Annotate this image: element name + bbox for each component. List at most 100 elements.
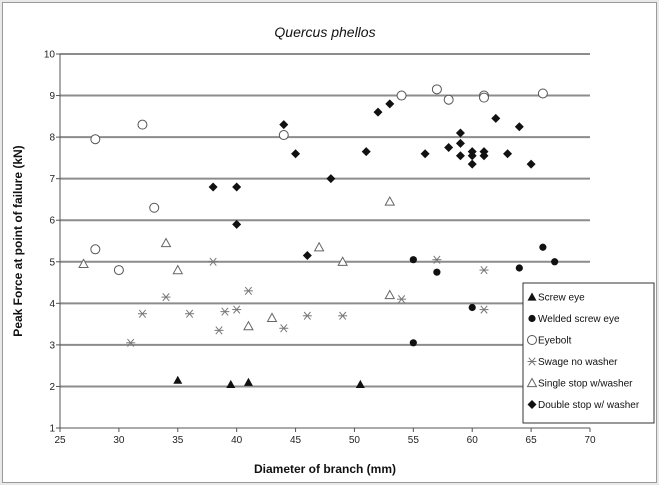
asterisk-stroke xyxy=(480,305,488,314)
data-point xyxy=(173,375,183,384)
data-point xyxy=(291,149,301,159)
data-point xyxy=(537,88,548,99)
legend-marker xyxy=(527,400,537,409)
data-point xyxy=(397,295,407,304)
data-point xyxy=(515,264,523,272)
y-tick-label: 10 xyxy=(44,50,56,61)
x-tick-label: 30 xyxy=(113,435,125,446)
data-point xyxy=(160,237,172,248)
data-point xyxy=(551,258,559,266)
data-point xyxy=(373,107,383,117)
asterisk-stroke xyxy=(397,295,406,304)
data-point xyxy=(467,159,477,169)
data-point xyxy=(385,99,395,109)
legend-label: Double stop w/ washer xyxy=(538,400,640,411)
x-tick-label: 55 xyxy=(408,435,420,446)
asterisk-stroke xyxy=(127,338,135,347)
asterisk-stroke xyxy=(209,257,217,266)
y-axis-label: Peak Force at point of failure (kN) xyxy=(11,145,25,336)
data-point xyxy=(243,320,254,331)
series-5 xyxy=(208,99,536,261)
asterisk-stroke xyxy=(138,309,147,318)
data-point xyxy=(214,326,224,335)
data-point xyxy=(503,149,513,159)
asterisk-stroke xyxy=(480,265,488,275)
data-point xyxy=(137,119,148,130)
data-point xyxy=(278,130,289,141)
data-point xyxy=(479,305,489,314)
data-point xyxy=(409,256,417,264)
legend-marker xyxy=(526,377,538,388)
x-tick-label: 70 xyxy=(584,435,596,446)
data-point xyxy=(185,309,195,318)
data-point xyxy=(467,147,477,157)
y-tick-label: 1 xyxy=(49,424,55,435)
data-point xyxy=(232,305,242,314)
asterisk-stroke xyxy=(233,305,241,314)
data-point xyxy=(526,159,536,169)
data-point xyxy=(455,151,465,161)
asterisk-stroke xyxy=(528,357,536,366)
asterisk-stroke xyxy=(280,324,288,333)
y-tick-label: 6 xyxy=(49,216,55,227)
y-tick-label: 9 xyxy=(49,91,55,102)
data-point xyxy=(279,120,289,130)
data-point xyxy=(479,151,489,161)
data-point xyxy=(479,92,489,103)
series-1 xyxy=(409,243,559,347)
data-point xyxy=(313,241,325,252)
series-0 xyxy=(173,375,365,388)
asterisk-stroke xyxy=(339,311,347,320)
legend-marker xyxy=(527,357,537,366)
data-point xyxy=(431,84,442,95)
data-point xyxy=(539,243,547,251)
data-point xyxy=(243,377,253,386)
data-point xyxy=(226,379,236,388)
plot-area xyxy=(60,54,590,428)
data-point xyxy=(279,324,289,333)
data-point xyxy=(455,138,465,148)
x-tick-label: 65 xyxy=(526,435,538,446)
y-tick-label: 8 xyxy=(49,133,55,144)
data-point xyxy=(302,251,312,261)
legend-marker xyxy=(527,335,537,345)
data-point xyxy=(384,289,396,300)
legend-marker xyxy=(528,314,536,323)
data-point xyxy=(232,182,242,192)
x-tick-label: 40 xyxy=(231,435,243,446)
data-point xyxy=(479,265,489,275)
data-point xyxy=(514,122,524,132)
data-point xyxy=(443,94,454,105)
x-tick-label: 25 xyxy=(54,435,66,446)
y-tick-label: 2 xyxy=(49,382,55,393)
asterisk-stroke xyxy=(185,309,194,318)
data-point xyxy=(455,128,465,138)
data-point xyxy=(90,244,101,255)
data-point xyxy=(90,134,101,145)
data-point xyxy=(491,113,501,123)
series-2 xyxy=(90,84,548,276)
x-tick-label: 60 xyxy=(467,435,479,446)
data-point xyxy=(208,182,218,192)
data-point xyxy=(396,90,407,101)
asterisk-stroke xyxy=(221,307,229,316)
x-tick-label: 35 xyxy=(172,435,184,446)
data-point xyxy=(137,309,147,318)
y-tick-label: 4 xyxy=(49,299,55,310)
series-4 xyxy=(78,195,396,331)
data-point xyxy=(326,174,336,184)
asterisk-stroke xyxy=(303,311,311,320)
data-point xyxy=(337,256,349,266)
legend: Screw eye Welded screw eye Eyebolt Swage no… xyxy=(522,282,655,424)
data-point xyxy=(444,143,454,152)
legend-label: Single stop w/washer xyxy=(538,379,633,390)
data-point xyxy=(149,202,160,213)
data-point xyxy=(409,339,417,347)
data-point xyxy=(172,264,184,275)
data-point xyxy=(432,255,442,264)
data-point xyxy=(338,311,348,320)
data-point xyxy=(355,379,365,388)
asterisk-stroke xyxy=(215,326,223,335)
